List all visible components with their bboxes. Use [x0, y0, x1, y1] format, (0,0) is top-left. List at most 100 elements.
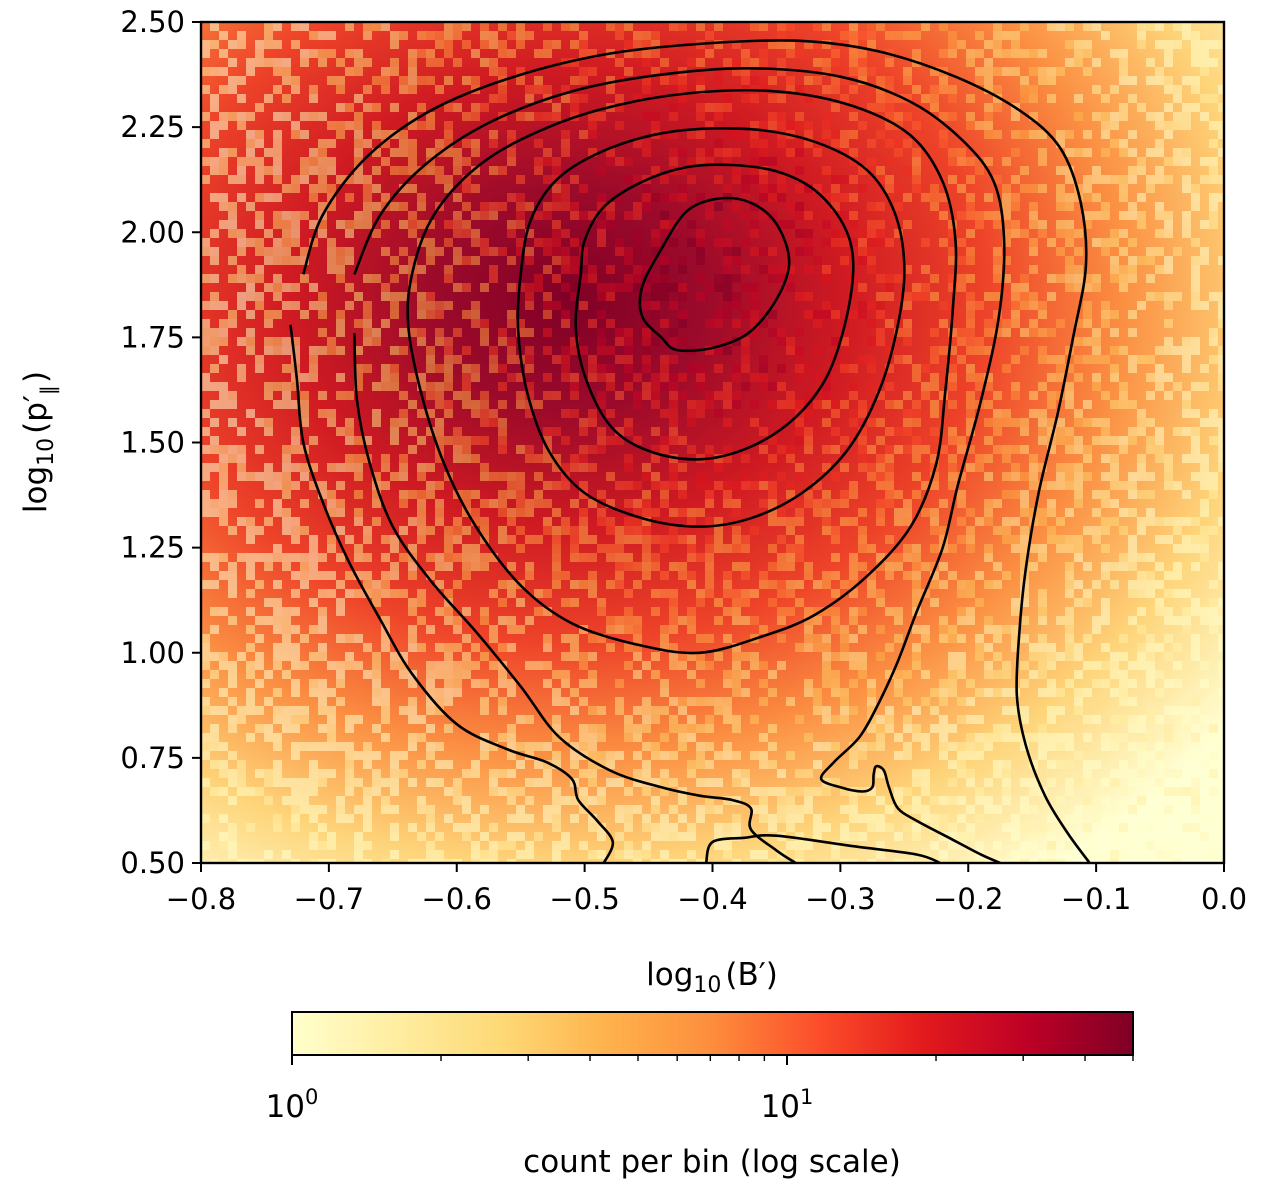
heatmap-cell — [912, 724, 921, 733]
heatmap-cell — [363, 85, 372, 94]
heatmap-cell — [219, 328, 228, 337]
heatmap-cell — [318, 310, 327, 319]
heatmap-cell — [732, 292, 741, 301]
heatmap-cell — [804, 445, 813, 454]
heatmap-cell — [336, 274, 345, 283]
heatmap-cell — [579, 805, 588, 814]
heatmap-cell — [1038, 409, 1047, 418]
heatmap-cell — [966, 409, 975, 418]
heatmap-cell — [381, 220, 390, 229]
heatmap-cell — [678, 310, 687, 319]
heatmap-cell — [588, 355, 597, 364]
heatmap-cell — [795, 85, 804, 94]
heatmap-cell — [1038, 670, 1047, 679]
heatmap-cell — [678, 319, 687, 328]
heatmap-cell — [462, 346, 471, 355]
heatmap-cell — [750, 148, 759, 157]
heatmap-cell — [633, 850, 642, 859]
heatmap-cell — [957, 436, 966, 445]
heatmap-cell — [1029, 112, 1038, 121]
heatmap-cell — [1101, 742, 1110, 751]
heatmap-cell — [426, 481, 435, 490]
heatmap-cell — [786, 202, 795, 211]
heatmap-cell — [1056, 67, 1065, 76]
heatmap-cell — [1209, 760, 1218, 769]
heatmap-cell — [1020, 283, 1029, 292]
heatmap-cell — [1191, 274, 1200, 283]
heatmap-cell — [1029, 220, 1038, 229]
heatmap-cell — [534, 832, 543, 841]
heatmap-cell — [957, 238, 966, 247]
heatmap-cell — [723, 481, 732, 490]
heatmap-cell — [291, 346, 300, 355]
heatmap-cell — [543, 85, 552, 94]
heatmap-cell — [1155, 265, 1164, 274]
heatmap-cell — [273, 247, 282, 256]
heatmap-cell — [363, 184, 372, 193]
heatmap-cell — [543, 805, 552, 814]
heatmap-cell — [1029, 184, 1038, 193]
heatmap-cell — [345, 742, 354, 751]
heatmap-cell — [696, 553, 705, 562]
heatmap-cell — [705, 634, 714, 643]
heatmap-cell — [408, 211, 417, 220]
heatmap-cell — [453, 526, 462, 535]
heatmap-cell — [1011, 292, 1020, 301]
heatmap-cell — [1209, 355, 1218, 364]
heatmap-cell — [930, 580, 939, 589]
heatmap-cell — [291, 238, 300, 247]
heatmap-cell — [912, 652, 921, 661]
heatmap-cell — [741, 778, 750, 787]
heatmap-cell — [444, 130, 453, 139]
heatmap-cell — [417, 49, 426, 58]
heatmap-cell — [867, 247, 876, 256]
heatmap-cell — [705, 481, 714, 490]
heatmap-cell — [777, 661, 786, 670]
heatmap-cell — [1155, 814, 1164, 823]
heatmap-cell — [1029, 391, 1038, 400]
heatmap-cell — [264, 391, 273, 400]
heatmap-cell — [471, 184, 480, 193]
heatmap-cell — [1146, 652, 1155, 661]
heatmap-cell — [732, 688, 741, 697]
heatmap-cell — [345, 67, 354, 76]
heatmap-cell — [777, 22, 786, 31]
heatmap-cell — [777, 814, 786, 823]
heatmap-cell — [786, 499, 795, 508]
heatmap-cell — [633, 175, 642, 184]
heatmap-cell — [318, 49, 327, 58]
heatmap-cell — [831, 571, 840, 580]
heatmap-cell — [570, 544, 579, 553]
heatmap-cell — [1038, 229, 1047, 238]
heatmap-cell — [939, 580, 948, 589]
heatmap-cell — [318, 148, 327, 157]
heatmap-cell — [1011, 301, 1020, 310]
heatmap-cell — [1155, 688, 1164, 697]
heatmap-cell — [1083, 274, 1092, 283]
heatmap-cell — [1146, 355, 1155, 364]
heatmap-cell — [255, 157, 264, 166]
heatmap-cell — [858, 526, 867, 535]
heatmap-cell — [1011, 832, 1020, 841]
heatmap-cell — [1218, 103, 1224, 112]
heatmap-cell — [534, 211, 543, 220]
heatmap-cell — [804, 292, 813, 301]
heatmap-cell — [759, 211, 768, 220]
heatmap-cell — [435, 508, 444, 517]
heatmap-cell — [687, 157, 696, 166]
heatmap-cell — [309, 814, 318, 823]
heatmap-cell — [588, 814, 597, 823]
heatmap-cell — [948, 454, 957, 463]
heatmap-cell — [876, 328, 885, 337]
heatmap-cell — [354, 859, 363, 863]
heatmap-cell — [1056, 355, 1065, 364]
heatmap-cell — [588, 49, 597, 58]
heatmap-cell — [786, 445, 795, 454]
heatmap-cell — [363, 139, 372, 148]
heatmap-cell — [435, 454, 444, 463]
heatmap-cell — [1074, 670, 1083, 679]
heatmap-cell — [1191, 652, 1200, 661]
heatmap-cell — [1083, 49, 1092, 58]
heatmap-cell — [642, 697, 651, 706]
heatmap-cell — [921, 481, 930, 490]
